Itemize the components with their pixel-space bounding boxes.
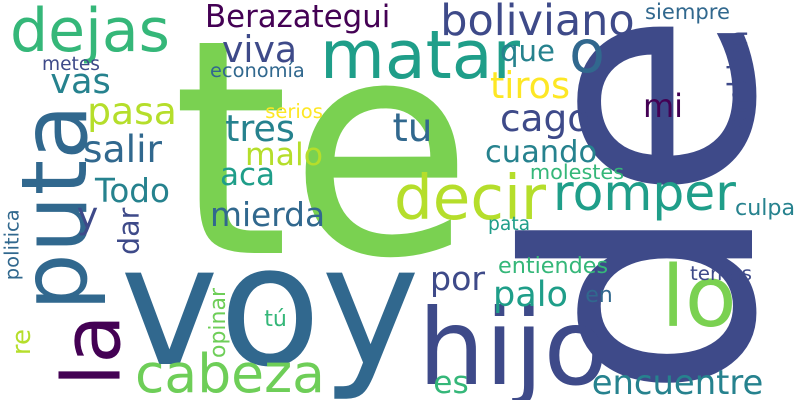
word-decir: decir bbox=[394, 162, 547, 234]
word-pata: pata bbox=[488, 214, 531, 236]
word-economia: economía bbox=[210, 59, 305, 83]
word-voy: voy bbox=[120, 210, 421, 400]
word-es: es bbox=[433, 365, 469, 400]
word-re: re bbox=[6, 328, 37, 356]
word-te: te bbox=[171, 0, 474, 324]
word-mi: mi bbox=[643, 87, 684, 125]
word-la: la bbox=[45, 314, 140, 387]
word-cabeza: cabeza bbox=[135, 341, 325, 400]
word-en: en bbox=[585, 282, 613, 309]
word-todo: Todo bbox=[95, 171, 170, 210]
word-vas: vas bbox=[50, 61, 111, 102]
word-tu-accent: tú bbox=[264, 306, 287, 333]
word-encuentre: encuentre bbox=[591, 363, 764, 400]
word-tiros: tiros bbox=[490, 64, 571, 108]
word-aca: aca bbox=[220, 157, 276, 193]
word-pasa: pasa bbox=[87, 88, 177, 133]
word-lo: lo bbox=[661, 248, 737, 347]
word-salir: salir bbox=[82, 126, 163, 171]
word-tres: tres bbox=[225, 106, 295, 150]
word-culpa: culpa bbox=[735, 195, 796, 222]
word-tu: tu bbox=[392, 105, 433, 151]
word-opinar: opinar bbox=[206, 287, 232, 359]
word-temas: temas bbox=[690, 262, 752, 285]
word-dar: dar bbox=[111, 207, 146, 255]
word-politica: politica bbox=[0, 209, 24, 280]
word-cago: cago bbox=[500, 96, 591, 141]
word-molestes: molestes bbox=[529, 159, 625, 184]
word-serios: serios bbox=[265, 99, 323, 123]
word-viva: viva bbox=[222, 27, 298, 71]
word-tambien: tambien bbox=[722, 29, 754, 141]
word-y: y bbox=[76, 193, 99, 237]
word-boliviano: boliviano bbox=[440, 0, 635, 47]
word-metes: metes bbox=[42, 54, 100, 76]
word-mierda: mierda bbox=[210, 196, 326, 235]
word-berazategui: Berazategui bbox=[205, 0, 391, 35]
word-o: o bbox=[569, 18, 605, 87]
word-matar: matar bbox=[320, 15, 520, 94]
word-romper: romper bbox=[553, 163, 736, 223]
word-entiendes: entiendes bbox=[498, 252, 609, 279]
word-siempre: siempre bbox=[645, 0, 730, 24]
word-por: por bbox=[430, 259, 486, 299]
word-cuando: cuando bbox=[485, 134, 598, 170]
word-que: que bbox=[500, 34, 555, 69]
word-hijo: hijo bbox=[418, 285, 609, 400]
word-dejas: dejas bbox=[10, 0, 170, 67]
word-malo: malo bbox=[245, 137, 324, 174]
word-palo: palo bbox=[493, 273, 568, 315]
